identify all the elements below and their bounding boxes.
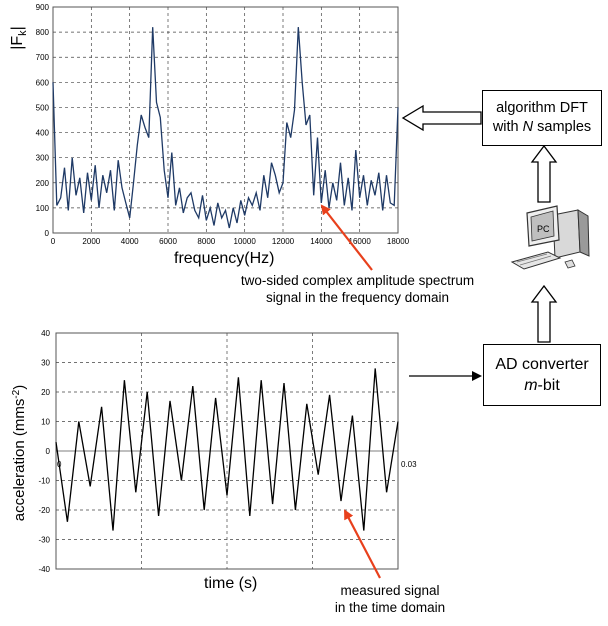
freq-x-tick: 8000	[197, 237, 215, 246]
spectrum-annotation: two-sided complex amplitude spectrum sig…	[215, 272, 500, 306]
freq-x-tick: 0	[51, 237, 56, 246]
dft-algorithm-box: algorithm DFT with N samples	[482, 90, 602, 146]
dft-box-line2: with N samples	[492, 119, 592, 135]
time-y-tick: 30	[41, 359, 50, 368]
time-x-tick-end: 0.03	[401, 460, 417, 469]
time-y-tick: -30	[38, 536, 50, 545]
time-y-tick: -40	[38, 565, 50, 574]
frequency-y-tick-labels: 0 100 200 300 400 500 600 700 800 900	[36, 3, 50, 238]
ad-box-line2: m-bit	[524, 377, 560, 394]
ad-to-pc-arrow	[530, 284, 558, 343]
time-y-tick: 10	[41, 418, 50, 427]
freq-x-tick: 2000	[82, 237, 100, 246]
frequency-chart: 0 100 200 300 400 500 600 700 800 900 0 2000 4000 60…	[9, 3, 410, 246]
freq-y-tick: 500	[36, 103, 50, 112]
freq-x-tick: 4000	[121, 237, 139, 246]
spectrum-pointer-arrow	[320, 204, 373, 271]
freq-x-tick: 12000	[272, 237, 295, 246]
spectrum-annotation-line2: signal in the frequency domain	[265, 290, 450, 305]
time-y-tick: 40	[41, 329, 50, 338]
freq-y-tick: 600	[36, 78, 50, 87]
freq-x-tick: 16000	[349, 237, 372, 246]
freq-y-tick: 900	[36, 3, 50, 12]
freq-y-tick: 100	[36, 204, 50, 213]
freq-y-tick: 300	[36, 154, 50, 163]
time-grid	[56, 333, 398, 569]
time-y-tick: 20	[41, 388, 50, 397]
signal-annotation-line1: measured signal	[340, 583, 440, 598]
time-ylabel: acceleration (mms-2)	[11, 385, 28, 521]
pc-computer-icon: PC	[510, 205, 590, 270]
freq-x-tick: 10000	[234, 237, 257, 246]
freq-x-tick: 14000	[310, 237, 333, 246]
frequency-x-tick-labels: 0 2000 4000 6000 8000 10000 12000 14000 16000 180…	[51, 237, 410, 246]
frequency-plot-area	[52, 6, 399, 234]
time-chart: 40 30 20 10 0 -10 -20 -30 -40 0 0.03 acceleratio…	[11, 329, 417, 574]
freq-y-tick: 0	[45, 229, 50, 238]
freq-x-tick: 6000	[159, 237, 177, 246]
ad-box-line1: AD converter	[495, 356, 589, 373]
time-x-tick-0: 0	[57, 460, 62, 469]
time-y-tick: -20	[38, 506, 50, 515]
freq-y-tick: 700	[36, 53, 50, 62]
time-signal-line	[55, 368, 399, 531]
freq-x-tick: 18000	[387, 237, 410, 246]
freq-y-tick: 800	[36, 28, 50, 37]
freq-y-tick: 200	[36, 179, 50, 188]
time-y-tick-labels: 40 30 20 10 0 -10 -20 -30 -40	[38, 329, 50, 574]
frequency-ylabel: |Fk|	[9, 26, 29, 50]
flow-arrows	[401, 104, 558, 381]
spectrum-line	[52, 27, 399, 229]
dft-box-line1: algorithm DFT	[496, 100, 588, 116]
signal-annotation-line2: in the time domain	[334, 600, 446, 615]
signal-pointer-arrow	[344, 509, 381, 579]
time-xlabel: time (s)	[204, 575, 258, 592]
time-y-tick: 0	[46, 447, 51, 456]
freq-y-tick: 400	[36, 129, 50, 138]
dft-to-spectrum-arrow	[401, 104, 482, 132]
ad-converter-box: AD converter m-bit	[483, 344, 601, 406]
signal-annotation: measured signal in the time domain	[330, 582, 450, 616]
pc-label: PC	[537, 224, 550, 234]
time-y-tick: -10	[38, 477, 50, 486]
spectrum-annotation-line1: two-sided complex amplitude spectrum	[240, 273, 475, 288]
pc-to-dft-arrow	[530, 144, 558, 203]
frequency-xlabel: frequency(Hz)	[174, 250, 275, 267]
